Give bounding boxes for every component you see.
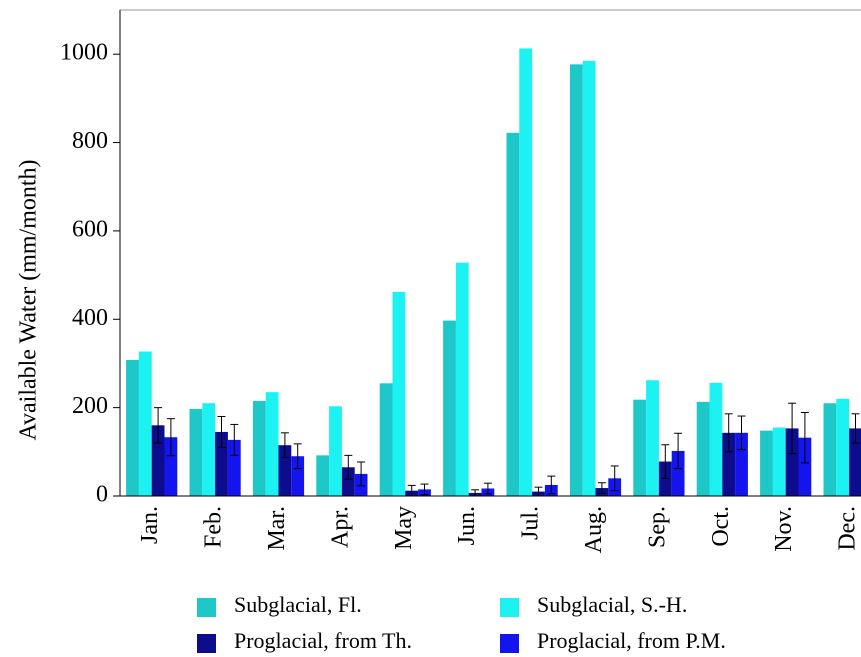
bar	[443, 320, 456, 496]
x-tick-label: Apr.	[327, 506, 353, 548]
legend-swatch	[500, 634, 519, 653]
bar	[760, 430, 773, 496]
y-tick-label: 400	[72, 305, 108, 331]
bar	[189, 408, 203, 496]
error-bar	[788, 402, 797, 455]
x-tick-label: Feb.	[201, 506, 227, 548]
y-tick-label: 1000	[60, 40, 108, 66]
y-tick-label: 0	[96, 482, 108, 508]
error-bar	[344, 454, 353, 480]
bar	[671, 450, 685, 496]
error-bar	[597, 482, 606, 494]
x-tick-label: Jun.	[454, 506, 480, 545]
bar	[341, 467, 355, 496]
bar	[582, 60, 596, 497]
error-bar	[800, 411, 809, 464]
error-bar	[661, 444, 670, 479]
x-tick-label: Nov.	[771, 506, 797, 552]
y-tick-label: 600	[72, 216, 108, 242]
legend-swatch	[197, 598, 216, 617]
bar	[709, 382, 723, 496]
legend-swatch	[197, 634, 216, 653]
bar	[202, 403, 216, 496]
error-bar	[217, 415, 226, 448]
bar	[506, 132, 520, 497]
bar	[823, 403, 837, 496]
y-tick-label: 800	[72, 128, 108, 154]
x-tick-label: Sep.	[644, 506, 670, 548]
bar	[392, 291, 406, 496]
y-tick-label: 200	[72, 393, 108, 419]
x-tick-label: Jan.	[137, 506, 163, 544]
error-bar	[674, 432, 683, 470]
x-tick-label: Mar.	[264, 506, 290, 551]
bar	[633, 399, 647, 496]
bar	[265, 392, 279, 496]
bar	[696, 401, 710, 496]
bar	[291, 456, 305, 496]
x-tick-label: Oct.	[708, 506, 734, 547]
error-bar	[230, 423, 239, 456]
error-bar	[280, 432, 289, 459]
x-tick-label: May	[391, 506, 417, 550]
legend-label: Proglacial, from P.M.	[537, 628, 726, 653]
error-bar	[483, 482, 492, 495]
bar	[849, 428, 861, 496]
error-bar	[166, 418, 175, 457]
bar	[252, 401, 266, 496]
bar	[722, 432, 736, 496]
bar	[569, 64, 583, 497]
bar	[227, 439, 241, 496]
error-bar	[357, 461, 366, 487]
bar	[646, 380, 659, 496]
bar	[798, 437, 812, 496]
bar	[455, 262, 469, 496]
bar	[164, 437, 178, 496]
bar	[772, 427, 786, 496]
error-bar	[154, 407, 163, 444]
legend-label: Proglacial, from Th.	[234, 628, 412, 653]
error-bar	[547, 475, 556, 495]
legend-label: Subglacial, Fl.	[234, 592, 362, 617]
bar	[215, 431, 228, 496]
bar	[735, 432, 748, 496]
bar	[379, 383, 393, 496]
x-tick-label: Aug.	[581, 506, 607, 553]
bar	[785, 428, 799, 496]
error-bar	[293, 443, 302, 470]
x-tick-label: Jul.	[518, 506, 544, 540]
plot-frame	[119, 9, 861, 497]
error-bar	[737, 415, 746, 451]
legend-swatch	[500, 598, 519, 617]
error-bar	[420, 483, 429, 496]
x-tick-label: Dec.	[835, 506, 861, 551]
bar	[138, 351, 152, 496]
error-bar	[851, 413, 860, 444]
bar	[519, 48, 533, 497]
error-bar	[610, 465, 619, 492]
bar	[329, 406, 342, 496]
y-axis-label: Available Water (mm/month)	[16, 159, 42, 440]
legend-label: Subglacial, S.-H.	[537, 592, 687, 617]
error-bar	[724, 413, 733, 453]
bar	[836, 398, 850, 496]
bar	[126, 359, 139, 496]
bar	[316, 455, 330, 496]
